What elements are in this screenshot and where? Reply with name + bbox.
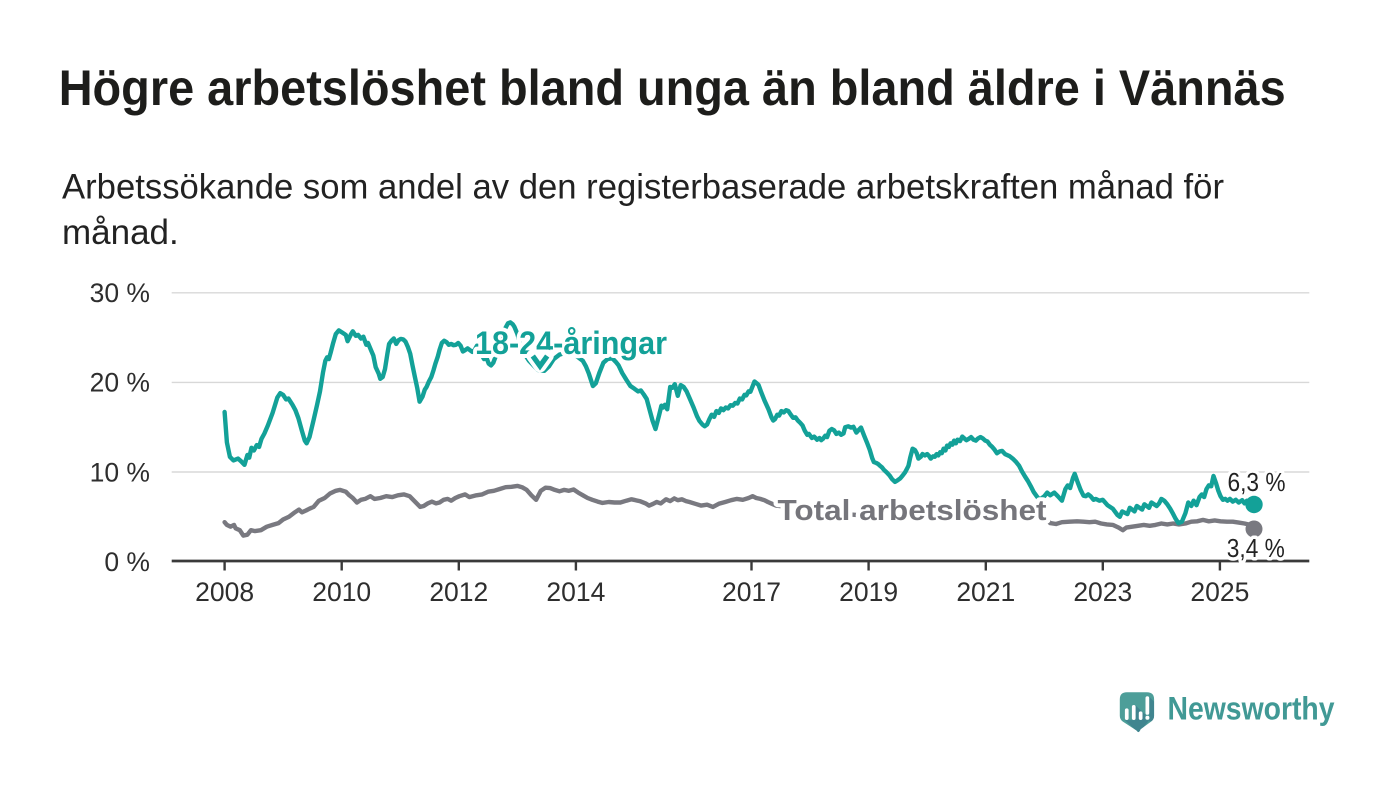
svg-text:2021: 2021 <box>956 577 1015 607</box>
svg-text:2023: 2023 <box>1073 577 1132 607</box>
svg-text:Total arbetslöshet: Total arbetslöshet <box>778 495 1047 527</box>
svg-text:6,3 %: 6,3 % <box>1228 467 1286 497</box>
svg-text:18-24-åringar: 18-24-åringar <box>475 325 667 361</box>
svg-text:2012: 2012 <box>429 577 488 607</box>
svg-text:2010: 2010 <box>312 577 371 607</box>
svg-text:20 %: 20 % <box>90 368 150 398</box>
svg-text:30 %: 30 % <box>90 278 150 308</box>
svg-text:10 %: 10 % <box>90 457 150 487</box>
svg-text:Newsworthy: Newsworthy <box>1168 691 1335 727</box>
svg-text:2008: 2008 <box>195 577 254 607</box>
svg-text:2017: 2017 <box>722 577 781 607</box>
svg-text:2025: 2025 <box>1190 577 1249 607</box>
svg-text:2019: 2019 <box>839 577 898 607</box>
svg-text:Arbetssökande som andel av den: Arbetssökande som andel av den registerb… <box>62 168 1224 207</box>
svg-text:3,4 %: 3,4 % <box>1227 533 1285 563</box>
svg-text:månad.: månad. <box>62 213 179 252</box>
svg-text:Högre arbetslöshet bland unga: Högre arbetslöshet bland unga än bland ä… <box>59 60 1286 116</box>
svg-text:0 %: 0 % <box>104 547 150 577</box>
svg-text:2014: 2014 <box>546 577 605 607</box>
